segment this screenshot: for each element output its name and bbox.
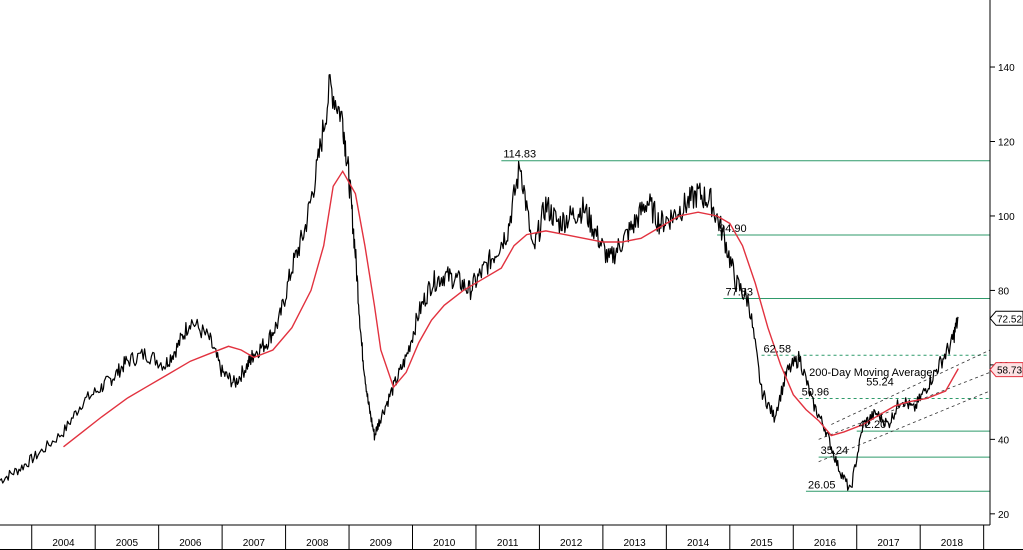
x-tick-label-7: 2011 bbox=[497, 538, 519, 549]
right-badge-0 bbox=[989, 310, 1023, 326]
price-series-line bbox=[0, 74, 959, 491]
x-tick-label-14: 2018 bbox=[941, 538, 964, 549]
channel-line-0 bbox=[818, 390, 991, 463]
level-label-2: 77.83 bbox=[725, 287, 753, 299]
channel-line-2 bbox=[831, 349, 991, 425]
x-tick-label-1: 2005 bbox=[116, 538, 139, 549]
right-badge-label-0: 72.52 bbox=[997, 314, 1022, 325]
moving-average-annotation: 200-Day Moving Average bbox=[809, 367, 932, 379]
level-label-0: 114.83 bbox=[503, 149, 536, 161]
level-label-4: 50.96 bbox=[802, 387, 830, 399]
y-tick-label-3: 80 bbox=[998, 286, 1010, 297]
y-tick-label-6: 140 bbox=[998, 63, 1015, 74]
x-tick-label-8: 2012 bbox=[560, 538, 583, 549]
right-badge-label-1: 58.73 bbox=[997, 366, 1022, 377]
level-label-3: 62.58 bbox=[764, 343, 792, 355]
x-tick-label-3: 2007 bbox=[243, 538, 266, 549]
series-lines bbox=[0, 74, 959, 491]
level-labels: 114.83 94.90 77.83 62.58 50.96 42.20 35.24 26.0… bbox=[503, 149, 932, 492]
x-tick-label-0: 2004 bbox=[52, 538, 75, 549]
x-tick-label-6: 2010 bbox=[433, 538, 456, 549]
x-tick-label-11: 2015 bbox=[750, 538, 773, 549]
x-tick-label-10: 2014 bbox=[687, 538, 710, 549]
level-label-7: 26.05 bbox=[808, 479, 836, 491]
level-label-6: 35.24 bbox=[821, 445, 849, 457]
right-badge-1 bbox=[989, 362, 1023, 378]
y-tick-label-1: 40 bbox=[998, 435, 1010, 446]
moving-average-line bbox=[63, 169, 959, 448]
x-tick-label-5: 2009 bbox=[370, 538, 393, 549]
level-lines bbox=[501, 160, 990, 492]
x-tick-label-9: 2013 bbox=[623, 538, 646, 549]
level-label-1: 94.90 bbox=[719, 223, 747, 235]
x-tick-label-12: 2016 bbox=[814, 538, 837, 549]
level-label-5: 42.20 bbox=[859, 419, 887, 431]
x-tick-label-4: 2008 bbox=[306, 538, 329, 549]
y-tick-label-5: 120 bbox=[998, 137, 1015, 148]
level-annotation-55: 55.24 bbox=[866, 376, 894, 388]
y-tick-label-4: 100 bbox=[998, 212, 1015, 223]
y-tick-label-0: 20 bbox=[998, 510, 1010, 521]
x-tick-label-13: 2017 bbox=[877, 538, 900, 549]
x-tick-label-2: 2006 bbox=[179, 538, 202, 549]
